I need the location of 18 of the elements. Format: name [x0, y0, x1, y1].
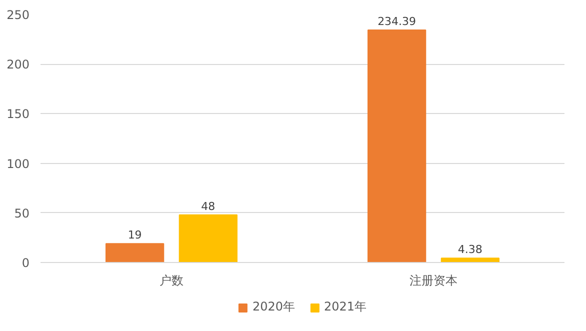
bar	[368, 29, 426, 262]
data-label: 234.39	[378, 14, 416, 28]
y-tick-label: 50	[14, 206, 30, 220]
y-tick-label: 150	[6, 107, 30, 122]
y-tick-label: 250	[6, 8, 30, 22]
y-tick-label: 0	[22, 256, 30, 270]
data-label: 4.38	[458, 243, 482, 256]
y-tick-label: 200	[6, 58, 30, 72]
bar	[106, 243, 164, 262]
legend-label: 2021年	[324, 298, 367, 316]
bar	[178, 214, 238, 262]
x-tick-label: 注册资本	[410, 274, 458, 288]
x-tick-label: 户数	[160, 274, 184, 288]
data-label: 19	[128, 228, 142, 242]
y-tick-label: 100	[6, 156, 30, 171]
data-label: 48	[201, 200, 216, 213]
bar	[440, 258, 500, 262]
legend-label: 2020年	[252, 298, 295, 316]
